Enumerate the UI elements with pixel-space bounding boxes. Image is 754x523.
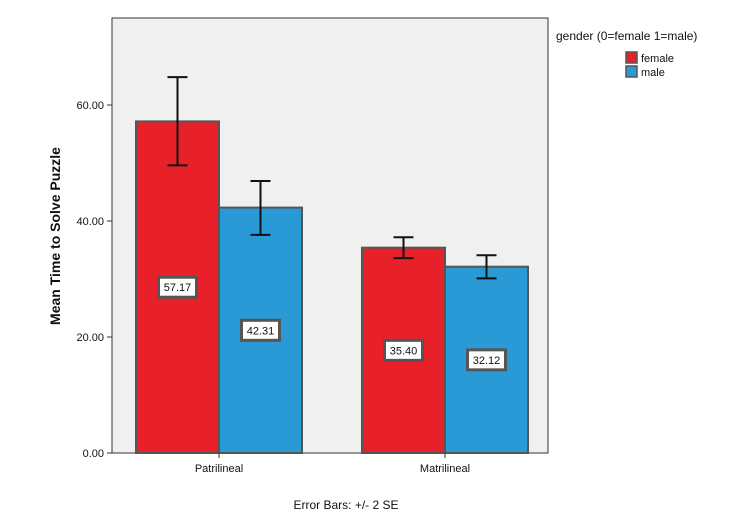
legend-title: gender (0=female 1=male) (556, 29, 697, 43)
error-bar-female-matrilineal (393, 236, 414, 260)
legend-label-male: male (641, 67, 665, 79)
error-bar-male-patrilineal (250, 179, 271, 236)
data-label-male-matrilineal: 32.12 (473, 355, 501, 367)
x-tick-label-patrilineal: Patrilineal (195, 463, 243, 475)
legend-swatch-male (625, 65, 638, 78)
legend-swatch-female (625, 51, 638, 64)
data-label-male-patrilineal: 42.31 (247, 325, 275, 337)
y-tick-label: 0.00 (83, 448, 104, 460)
y-tick-label: 20.00 (76, 332, 104, 344)
data-label-box (383, 338, 424, 362)
data-label-female-patrilineal: 57.17 (164, 282, 192, 294)
error-bar-female-patrilineal (167, 76, 188, 167)
error-bar-male-matrilineal (476, 254, 497, 280)
data-label-box (157, 275, 198, 299)
data-label-female-matrilineal: 35.40 (390, 345, 418, 357)
error-bars-note: Error Bars: +/- 2 SE (293, 498, 398, 512)
data-label-box (466, 348, 507, 372)
y-tick-label: 60.00 (76, 100, 104, 112)
legend-label-female: female (641, 53, 674, 65)
data-label-box (240, 318, 281, 342)
x-tick-label-matrilineal: Matrilineal (420, 463, 470, 475)
y-axis-label: Mean Time to Solve Puzzle (47, 147, 63, 325)
y-tick-label: 40.00 (76, 216, 104, 228)
